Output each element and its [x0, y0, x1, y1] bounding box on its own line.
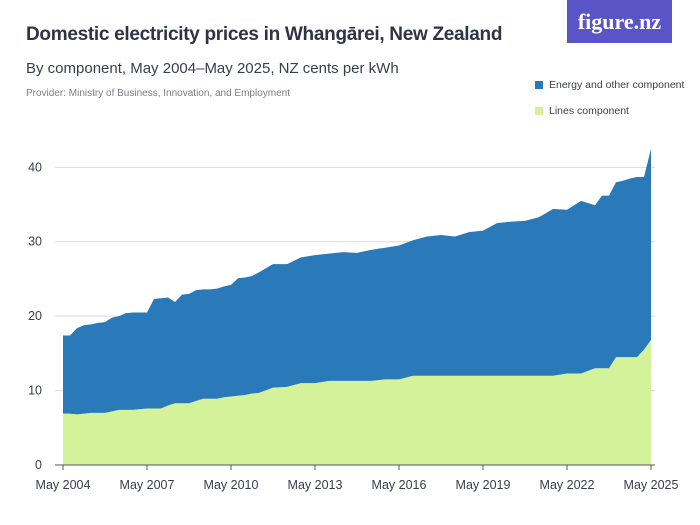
legend-item-energy: Energy and other component	[535, 72, 684, 98]
legend-swatch-energy	[535, 81, 543, 89]
x-tick-label: May 2025	[624, 478, 679, 492]
legend-label-lines: Lines component	[549, 105, 629, 117]
y-tick-label: 40	[28, 160, 42, 174]
provider-note: Provider: Ministry of Business, Innovati…	[26, 88, 291, 99]
chart-subtitle: By component, May 2004–May 2025, NZ cent…	[26, 60, 399, 77]
x-tick-label: May 2013	[288, 478, 343, 492]
legend-swatch-lines	[535, 107, 543, 115]
y-tick-label: 20	[28, 309, 42, 323]
chart-legend: Energy and other component Lines compone…	[535, 72, 684, 124]
x-tick-label: May 2019	[456, 478, 511, 492]
legend-item-lines: Lines component	[535, 98, 684, 124]
x-tick-label: May 2007	[120, 478, 175, 492]
x-axis: May 2004 May 2007 May 2010 May 2013 May 2016…	[36, 464, 679, 492]
figure-nz-logo[interactable]: figure.nz	[567, 0, 672, 43]
chart-title: Domestic electricity prices in Whangārei…	[26, 24, 503, 45]
x-tick-label: May 2016	[372, 478, 427, 492]
y-axis-ticks: 0 10 20 30 40	[28, 160, 42, 472]
legend-label-energy: Energy and other component	[549, 79, 685, 91]
area-lines-component	[63, 339, 651, 465]
x-tick-label: May 2010	[204, 478, 259, 492]
x-tick-label: May 2022	[540, 478, 595, 492]
y-tick-label: 30	[28, 235, 42, 249]
x-tick-label: May 2004	[36, 478, 91, 492]
y-tick-label: 10	[28, 384, 42, 398]
area-energy-component	[63, 148, 651, 415]
area-series	[63, 148, 651, 465]
y-tick-label: 0	[35, 458, 42, 472]
